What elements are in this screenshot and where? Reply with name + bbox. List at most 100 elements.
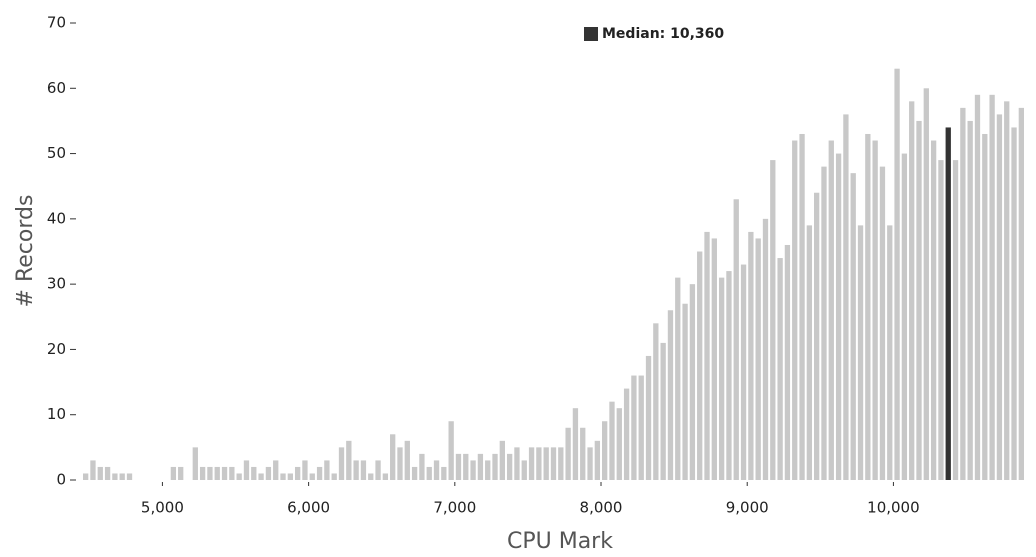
bar [280, 473, 286, 480]
bar [857, 225, 864, 480]
bar [346, 440, 352, 480]
bar [207, 466, 213, 480]
bar [214, 466, 220, 480]
bar [126, 473, 133, 480]
bar [287, 473, 293, 480]
bar [97, 466, 103, 480]
bar [528, 447, 535, 480]
bar [945, 127, 951, 480]
bar [718, 277, 725, 480]
x-tick-label: 6,000 [287, 499, 330, 517]
bar [294, 466, 301, 480]
x-tick-label: 7,000 [433, 499, 476, 517]
bar [1018, 107, 1024, 480]
bar [901, 153, 908, 481]
bar [492, 453, 498, 480]
bar [558, 447, 564, 480]
bar [404, 440, 410, 480]
bar [865, 133, 871, 480]
bar [938, 160, 944, 480]
bar [514, 447, 520, 480]
bar [960, 107, 966, 480]
bar [1004, 101, 1010, 480]
bar [104, 466, 111, 480]
bar [967, 120, 973, 480]
bar [236, 473, 242, 480]
bar [302, 460, 308, 480]
bar [682, 303, 688, 480]
bar [631, 375, 637, 480]
y-tick-label: 50 [47, 144, 66, 162]
bar [499, 440, 505, 480]
bar [792, 140, 798, 480]
bar [477, 453, 484, 480]
bar [397, 447, 403, 480]
bar [762, 218, 769, 480]
bar [733, 199, 739, 480]
x-axis-label: CPU Mark [507, 529, 613, 554]
bar [273, 460, 279, 480]
bar [879, 166, 886, 480]
bar [572, 408, 579, 480]
bar [411, 466, 418, 480]
bar [711, 238, 717, 480]
bar [748, 231, 754, 480]
bar [609, 401, 615, 480]
bar [843, 114, 849, 481]
bar [485, 460, 491, 480]
bar [806, 225, 813, 480]
bar [119, 473, 125, 480]
bar [470, 460, 476, 480]
bar [382, 473, 389, 480]
bar [426, 466, 432, 480]
bar [835, 153, 842, 481]
y-tick-label: 30 [47, 275, 66, 293]
bar [821, 166, 827, 480]
bar [521, 460, 527, 480]
y-tick-label: 10 [47, 405, 66, 423]
bar [587, 447, 593, 480]
bar [740, 264, 747, 480]
bar [178, 466, 184, 480]
bar [974, 94, 981, 481]
legend-label: Median: 10,360 [602, 26, 724, 42]
bar [448, 421, 454, 480]
bar [368, 473, 374, 480]
bar [777, 258, 783, 480]
bar [112, 473, 118, 480]
bar [828, 140, 834, 480]
bar [726, 271, 732, 480]
bar [784, 244, 791, 480]
bar [251, 466, 257, 480]
bar [645, 355, 652, 480]
bar [850, 173, 856, 480]
bar [353, 460, 359, 480]
bar [952, 160, 959, 480]
bar [755, 238, 761, 480]
bar [799, 133, 805, 480]
bar [923, 88, 929, 481]
bar [390, 434, 396, 480]
bar [243, 460, 250, 480]
bar [455, 453, 462, 480]
bar [565, 427, 571, 480]
bar [221, 466, 228, 480]
bar [360, 460, 367, 480]
bar [916, 120, 922, 480]
bar [338, 447, 345, 480]
bar [653, 323, 659, 480]
bar [199, 466, 206, 480]
bar [660, 342, 666, 480]
bar [229, 466, 235, 480]
y-tick-label: 0 [56, 471, 66, 489]
bar [324, 460, 330, 480]
bar [83, 473, 89, 480]
x-tick-label: 8,000 [580, 499, 623, 517]
bar [996, 114, 1003, 481]
x-tick-label: 10,000 [867, 499, 920, 517]
y-tick-label: 20 [47, 340, 66, 358]
bar [309, 473, 315, 480]
bar [265, 466, 272, 480]
bar [616, 408, 622, 480]
bar [989, 94, 995, 481]
